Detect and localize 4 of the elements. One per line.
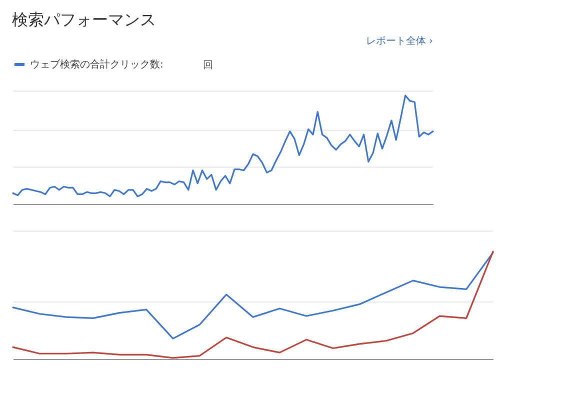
legend-label: ウェブ検索の合計クリック数: [30, 58, 164, 70]
text: 回 [203, 60, 213, 71]
chart-title: 検索パフォーマンス [12, 10, 156, 29]
text: レポート全体 › [366, 35, 433, 47]
